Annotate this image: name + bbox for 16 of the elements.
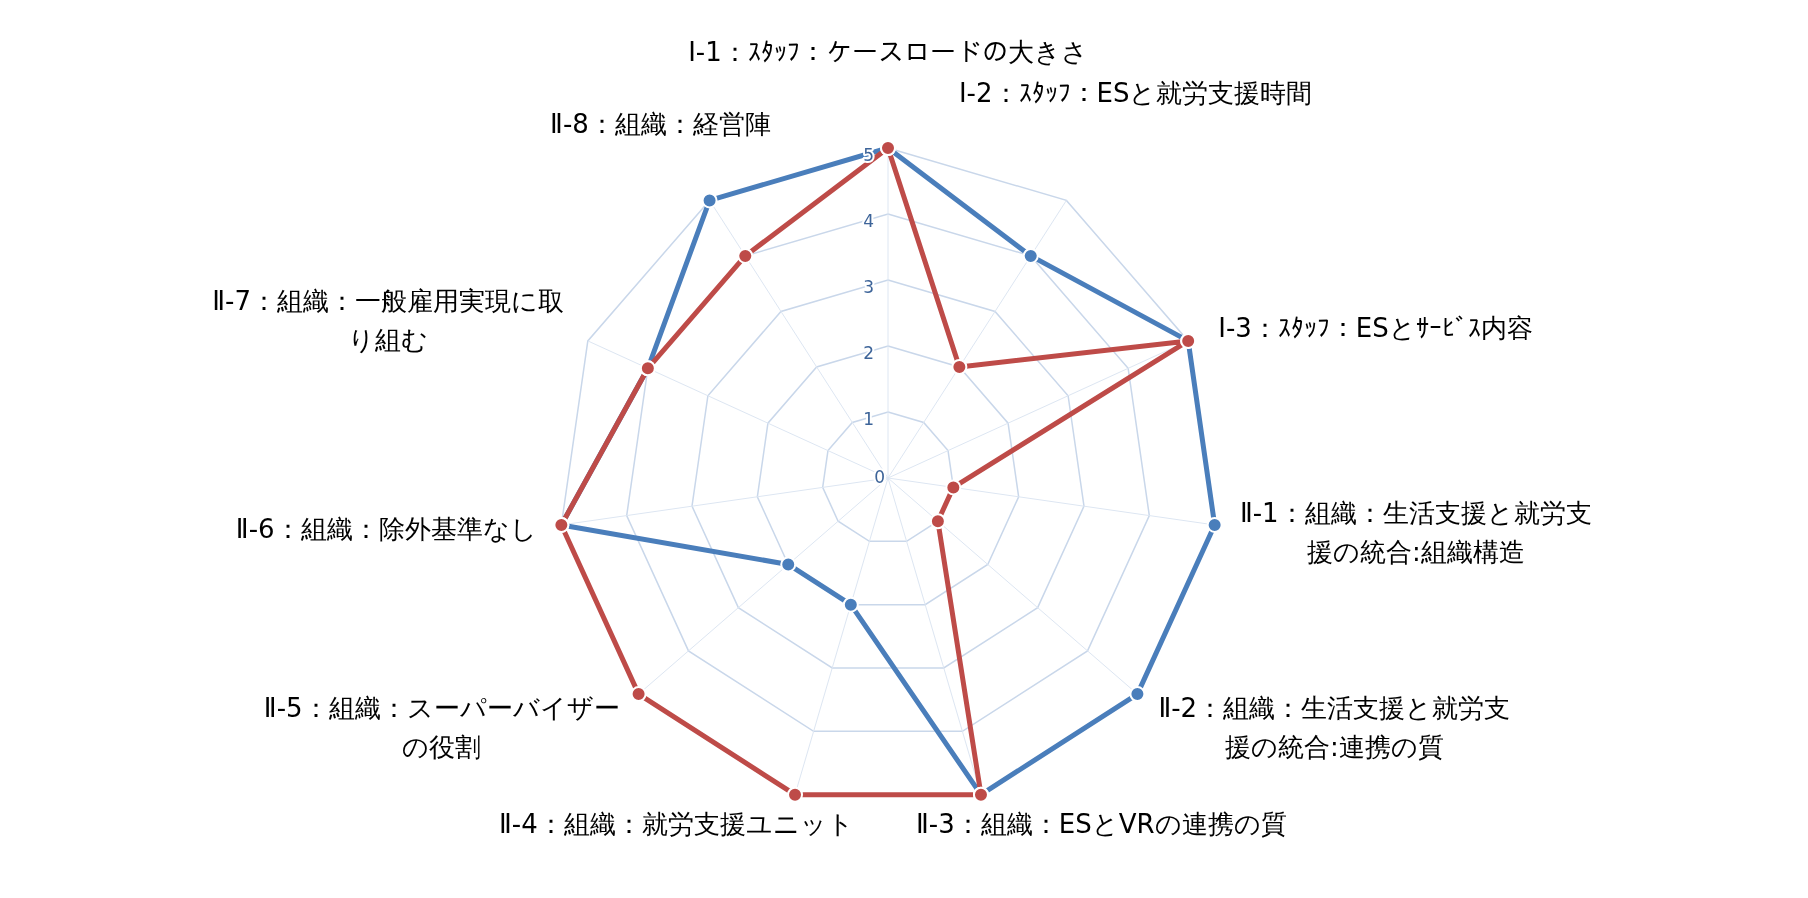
spoke-label: Ⅱ-8：組織：経営陣 — [550, 109, 771, 140]
spoke-label: Ⅰ-2：ｽﾀｯﾌ：ESと就労支援時間 — [958, 77, 1313, 108]
spoke-label: Ⅱ-4：組織：就労支援ユニット — [498, 809, 854, 840]
spoke-label: Ⅰ-3：ｽﾀｯﾌ：ESとｻｰﾋﾞｽ内容 — [1218, 313, 1533, 344]
spoke-label: Ⅱ-1：組織：生活支援と就労支援の統合:組織構造 — [1239, 497, 1592, 567]
spoke-label: Ⅰ-1：ｽﾀｯﾌ：ケースロードの大きさ — [688, 37, 1088, 68]
spoke-label: Ⅱ-3：組織：ESとVRの連携の質 — [916, 809, 1287, 840]
y-tick-label: 0 — [874, 467, 885, 487]
spoke-label: Ⅱ-7：組織：一般雇用実現に取り組む — [212, 285, 565, 355]
spoke-label: Ⅱ-2：組織：生活支援と就労支援の統合:連携の質 — [1158, 692, 1511, 762]
y-tick-label: 3 — [863, 277, 874, 297]
spoke-label: Ⅱ-6：組織：除外基準なし — [235, 514, 537, 545]
y-tick-label: 2 — [863, 343, 874, 363]
y-tick-label: 4 — [863, 211, 874, 231]
y-tick-label: 1 — [863, 409, 874, 429]
spoke-label: Ⅱ-5：組織：スーパーバイザーの役割 — [263, 692, 620, 762]
